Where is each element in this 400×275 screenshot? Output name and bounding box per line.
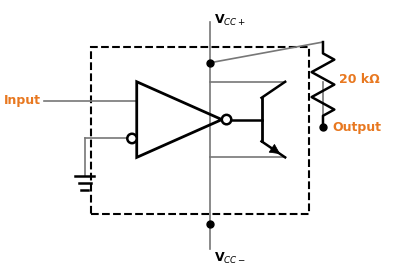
Bar bbox=[91, 47, 309, 214]
Text: Output: Output bbox=[332, 121, 382, 134]
Circle shape bbox=[127, 134, 137, 143]
Text: 20 kΩ: 20 kΩ bbox=[339, 73, 380, 86]
Text: V$_{CC+}$: V$_{CC+}$ bbox=[214, 13, 246, 28]
Text: Input: Input bbox=[4, 94, 41, 107]
Polygon shape bbox=[269, 144, 280, 154]
Circle shape bbox=[222, 115, 231, 124]
Text: V$_{CC-}$: V$_{CC-}$ bbox=[214, 251, 246, 266]
